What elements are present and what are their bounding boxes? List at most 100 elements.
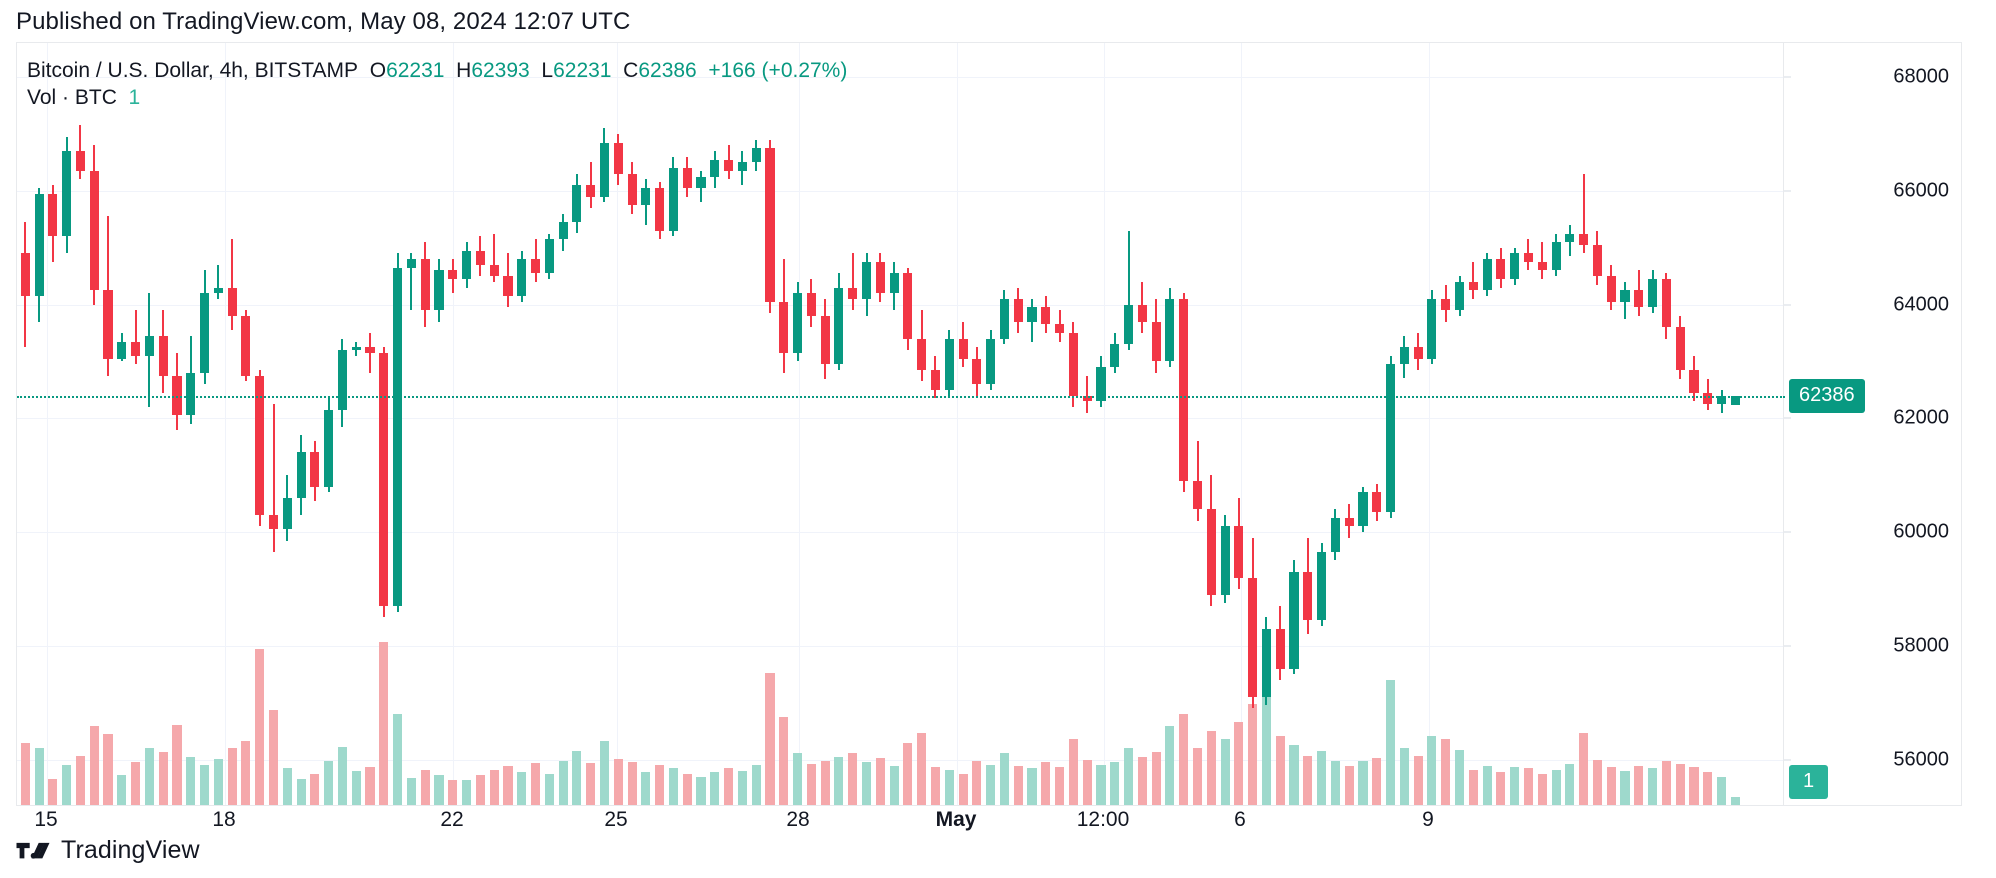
candle-body: [1620, 290, 1630, 302]
price-axis-tick: [1784, 759, 1791, 760]
candle-body: [268, 514, 279, 530]
volume-bar: [1551, 769, 1561, 805]
candle-body: [241, 315, 251, 376]
legend-high-value: 62393: [471, 59, 530, 82]
candle-body: [944, 338, 954, 390]
volume-bar: [517, 771, 527, 805]
volume-bar: [1123, 748, 1134, 805]
time-axis-label: 25: [604, 808, 628, 831]
price-axis-label: 56000: [1893, 748, 1949, 770]
price-axis-label: 64000: [1893, 293, 1949, 316]
volume-bar: [544, 774, 554, 805]
candle-body: [1454, 281, 1465, 311]
plot-area[interactable]: Bitcoin / U.S. Dollar, 4h, BITSTAMP O622…: [17, 43, 1785, 805]
candle-body: [737, 162, 747, 171]
candle-body: [586, 185, 596, 197]
volume-bar: [682, 774, 692, 805]
candle-body: [1206, 509, 1216, 595]
volume-bar: [420, 769, 430, 805]
volume-bar: [62, 764, 72, 805]
candle-wick: [1582, 173, 1585, 254]
legend-low-label: L: [541, 59, 554, 82]
volume-bar: [1206, 730, 1216, 805]
candle-body: [1441, 298, 1451, 311]
price-gridline: [17, 190, 1785, 192]
candle-body: [917, 338, 927, 370]
time-axis[interactable]: 15 18 22 25 28 May 12:00 6 9: [16, 806, 1962, 846]
volume-bar: [1275, 735, 1285, 805]
candle-body: [599, 142, 610, 197]
candle-body: [1179, 298, 1189, 481]
volume-bar: [1110, 761, 1120, 805]
candle-body: [655, 188, 665, 231]
legend-close-label: C: [623, 59, 639, 82]
current-price-tag[interactable]: 62386: [1789, 379, 1865, 414]
volume-bar: [310, 773, 320, 805]
volume-bar: [1703, 772, 1713, 805]
time-axis-label: May: [935, 808, 977, 831]
price-axis[interactable]: 68000 66000 64000 62000 60000 58000 56000 62386…: [1783, 43, 1961, 805]
candle-body: [75, 151, 85, 171]
volume-bar: [200, 765, 210, 805]
candle-body: [820, 315, 830, 365]
price-axis-tick: [1784, 645, 1791, 647]
volume-bar: [34, 748, 44, 805]
volume-bar: [1358, 760, 1368, 805]
volume-bar: [1634, 765, 1644, 805]
volume-bar: [475, 774, 485, 805]
volume-bar: [1413, 755, 1423, 805]
time-gridline: [453, 43, 454, 805]
candle-body: [1192, 480, 1203, 510]
volume-bar: [503, 765, 513, 805]
volume-bar: [806, 764, 816, 805]
volume-bar: [131, 761, 141, 805]
candle-body: [337, 350, 347, 410]
tradingview-brand-name: TradingView: [61, 836, 200, 864]
volume-value-tag[interactable]: 1: [1789, 764, 1829, 799]
candle-wick: [1127, 230, 1130, 351]
candle-body: [1648, 278, 1658, 308]
candle-body: [1386, 364, 1396, 513]
volume-bar: [930, 767, 941, 805]
candle-body: [117, 341, 127, 359]
candle-body: [930, 369, 941, 390]
legend-volume-label: Vol · BTC: [27, 86, 117, 109]
candle-wick: [410, 253, 413, 311]
volume-bar: [393, 713, 403, 805]
candle-body: [903, 273, 913, 339]
legend-open-label: O: [369, 59, 387, 82]
candle-body: [1317, 551, 1327, 621]
candle-wick: [231, 239, 234, 331]
volume-bar: [1579, 732, 1589, 805]
candle-body: [1096, 367, 1106, 402]
volume-bar: [1661, 760, 1671, 805]
volume-bar: [241, 741, 251, 805]
volume-bar: [489, 769, 499, 805]
candle-body: [972, 358, 982, 385]
candle-body: [1358, 492, 1368, 527]
legend-open-value: 62231: [386, 59, 445, 82]
volume-bar: [655, 765, 665, 805]
legend-low-value: 62231: [553, 59, 612, 82]
candle-body: [20, 253, 30, 297]
time-axis-label: 18: [212, 808, 236, 831]
candle-body: [1606, 276, 1616, 302]
volume-bar: [944, 769, 954, 805]
candle-body: [489, 264, 499, 277]
candle-body: [310, 452, 320, 487]
price-axis-label: 58000: [1893, 634, 1949, 657]
volume-bar: [793, 753, 803, 805]
price-axis-tick: [1784, 190, 1791, 192]
candle-body: [1537, 261, 1547, 271]
candle-body: [1717, 395, 1727, 405]
candle-body: [324, 409, 334, 487]
volume-bar: [903, 743, 913, 805]
legend-symbol-text: Bitcoin / U.S. Dollar, 4h, BITSTAMP: [27, 59, 359, 82]
candle-wick: [217, 264, 220, 299]
candle-body: [406, 259, 416, 268]
time-gridline: [1429, 43, 1430, 805]
candle-body: [1068, 333, 1078, 396]
candle-body: [544, 239, 554, 274]
candle-body: [1579, 233, 1589, 245]
volume-bar: [1482, 765, 1492, 805]
